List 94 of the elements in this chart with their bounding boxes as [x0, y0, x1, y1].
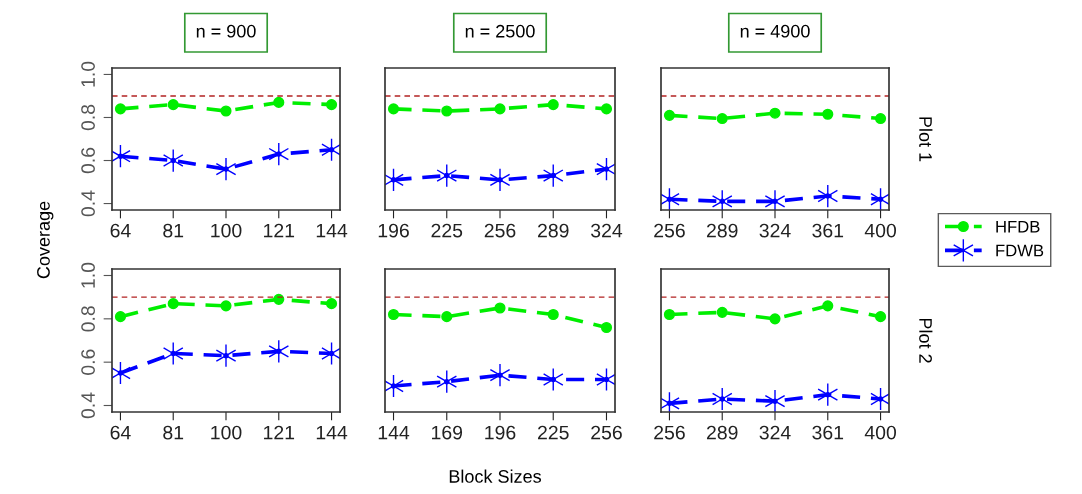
point — [716, 113, 728, 125]
point — [273, 96, 285, 108]
point — [325, 298, 338, 310]
point — [663, 109, 676, 121]
y-tick-label: 1.0 — [81, 262, 95, 288]
point — [764, 389, 786, 412]
point — [769, 107, 781, 119]
point — [547, 99, 559, 111]
point — [874, 311, 887, 323]
point — [716, 306, 728, 318]
y-tick-label: 0.6 — [81, 147, 95, 174]
x-tick-label: 400 — [864, 425, 897, 440]
point — [114, 311, 127, 323]
point — [114, 103, 127, 115]
x-tick-label: 64 — [110, 425, 131, 440]
point — [220, 300, 232, 312]
point — [215, 157, 237, 181]
point — [600, 321, 613, 334]
point — [436, 163, 458, 188]
x-tick-label: 289 — [706, 223, 738, 238]
point — [494, 103, 506, 115]
legend-label: HFDB — [996, 220, 1040, 233]
point — [489, 168, 511, 192]
y-tick-label: 0.6 — [81, 349, 95, 375]
point — [600, 103, 613, 115]
chart-title: n = 900 — [196, 24, 256, 38]
x-tick-label: 144 — [316, 425, 348, 440]
point — [817, 184, 839, 208]
point — [822, 108, 834, 120]
point — [547, 308, 559, 321]
x-tick-label: 289 — [706, 425, 738, 440]
x-tick-label: 256 — [654, 425, 685, 440]
x-tick-label: 400 — [864, 223, 897, 238]
point — [325, 99, 338, 111]
x-tick-label: 81 — [163, 223, 184, 238]
x-tick-label: 100 — [211, 223, 242, 238]
point — [711, 189, 733, 210]
x-tick-label: 64 — [110, 223, 131, 238]
text: Plot 2 — [919, 318, 933, 363]
x-tick-label: 361 — [812, 425, 844, 440]
point — [663, 308, 676, 321]
x-tick-label: 256 — [484, 223, 516, 238]
x-tick-label: 256 — [591, 425, 622, 440]
x-tick-label: 196 — [485, 425, 516, 440]
point — [817, 382, 839, 407]
point — [162, 341, 184, 366]
x-tick-label: 100 — [211, 425, 242, 440]
point — [489, 363, 511, 387]
x-tick-label: 289 — [538, 223, 569, 238]
x-tick-label: 225 — [538, 425, 569, 440]
x-tick-label: 121 — [264, 223, 295, 238]
point — [162, 148, 184, 173]
point — [822, 300, 834, 312]
point — [436, 369, 458, 394]
x-tick-label: 144 — [378, 425, 410, 440]
y-tick-label: 0.4 — [81, 392, 95, 419]
chart-title: n = 4900 — [740, 24, 810, 38]
point — [711, 387, 733, 411]
x-tick-label: 196 — [378, 223, 409, 238]
point — [542, 163, 564, 188]
x-tick-label: 256 — [654, 223, 685, 238]
point — [167, 298, 179, 310]
x-tick-label: 225 — [431, 223, 463, 238]
point — [494, 302, 506, 314]
point — [387, 103, 400, 115]
point — [220, 105, 232, 117]
point — [268, 142, 290, 166]
x-tick-label: 324 — [759, 223, 791, 238]
x-axis-title: Block Sizes — [449, 469, 542, 483]
y-tick-label: 1.0 — [81, 61, 95, 87]
chart-title: n = 2500 — [465, 24, 535, 38]
x-tick-label: 81 — [163, 425, 184, 440]
point — [441, 105, 453, 117]
point — [764, 189, 786, 210]
x-tick-label: 324 — [591, 223, 623, 238]
point — [441, 311, 453, 323]
x-tick-label: 121 — [264, 425, 295, 440]
legend-label: FDWB — [996, 244, 1044, 257]
point — [769, 313, 781, 325]
y-tick-label: 0.8 — [81, 306, 95, 332]
point — [268, 339, 290, 364]
y-tick-label: 0.8 — [81, 104, 95, 131]
y-tick-label: 0.4 — [81, 190, 95, 217]
text: Plot 1 — [919, 117, 933, 162]
x-tick-label: 144 — [316, 223, 348, 238]
x-tick-label: 324 — [759, 425, 791, 440]
point — [387, 308, 400, 321]
x-tick-label: 169 — [432, 425, 463, 440]
point — [542, 367, 564, 392]
x-tick-label: 361 — [812, 223, 844, 238]
y-axis-title: Coverage — [37, 201, 54, 279]
point — [167, 99, 179, 111]
point — [215, 343, 237, 368]
point — [874, 113, 887, 125]
